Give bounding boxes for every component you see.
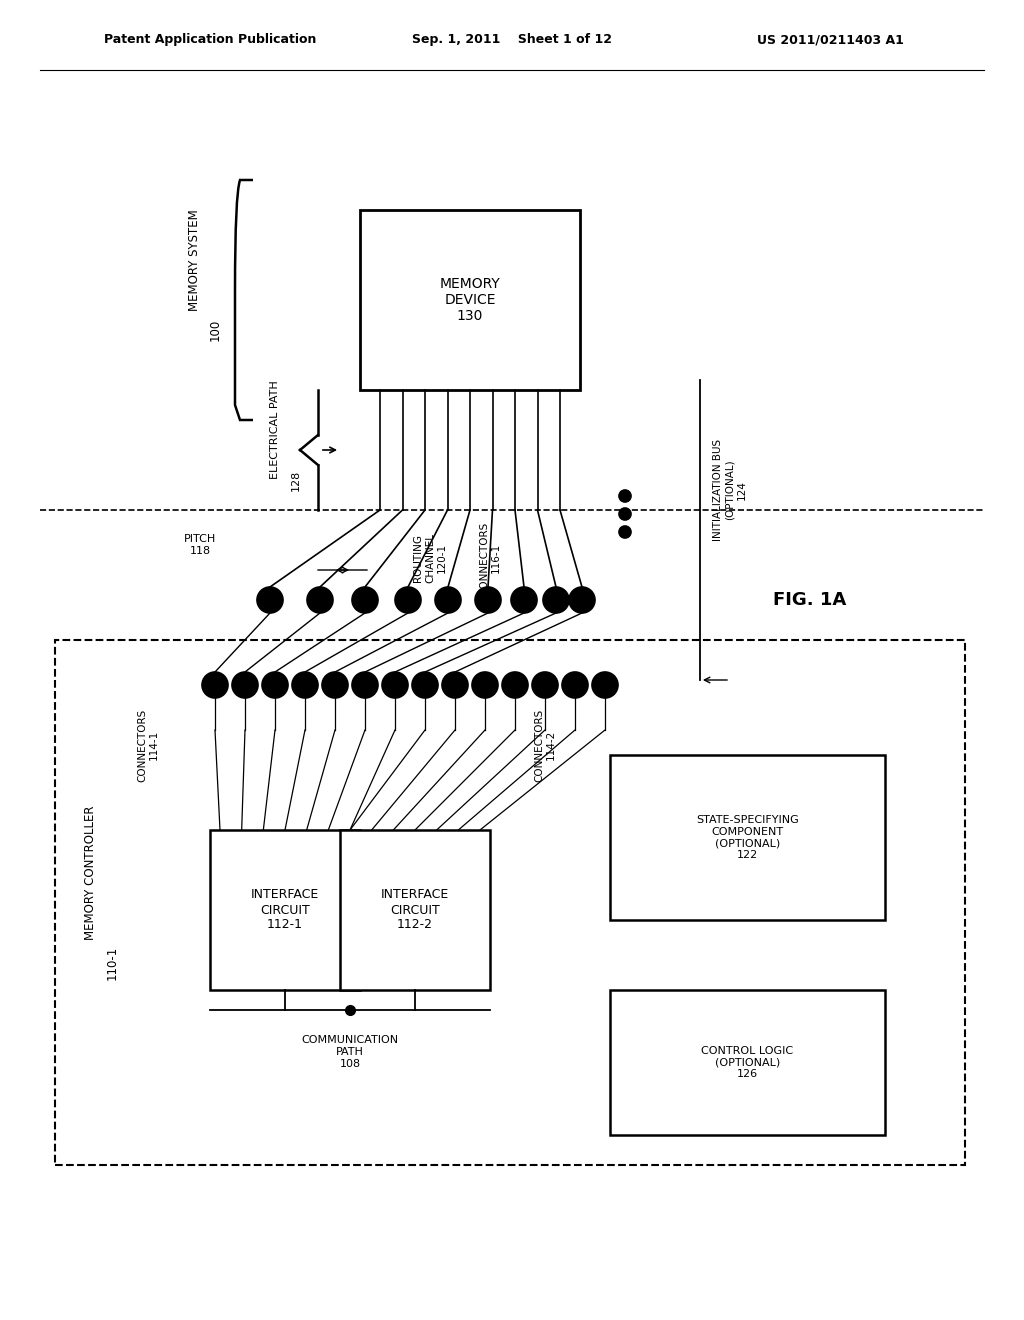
Circle shape — [442, 672, 468, 698]
Text: CONNECTORS
114-2: CONNECTORS 114-2 — [535, 709, 556, 781]
Text: MEMORY SYSTEM: MEMORY SYSTEM — [188, 209, 202, 312]
Circle shape — [412, 672, 438, 698]
Circle shape — [257, 587, 283, 612]
Circle shape — [352, 587, 378, 612]
Text: MEMORY CONTROLLER: MEMORY CONTROLLER — [84, 805, 96, 940]
Circle shape — [569, 587, 595, 612]
Text: CONTROL LOGIC
(OPTIONAL)
126: CONTROL LOGIC (OPTIONAL) 126 — [701, 1045, 794, 1080]
Text: ELECTRICAL PATH: ELECTRICAL PATH — [270, 380, 280, 479]
Bar — [610, 990, 885, 1135]
Text: Patent Application Publication: Patent Application Publication — [103, 33, 316, 46]
Circle shape — [562, 672, 588, 698]
Bar — [210, 830, 360, 990]
Circle shape — [232, 672, 258, 698]
Circle shape — [592, 672, 618, 698]
Circle shape — [511, 587, 537, 612]
Circle shape — [618, 508, 631, 520]
Text: INTERFACE
CIRCUIT
112-2: INTERFACE CIRCUIT 112-2 — [381, 888, 450, 932]
Text: 100: 100 — [209, 319, 221, 341]
Bar — [340, 830, 490, 990]
Circle shape — [322, 672, 348, 698]
Circle shape — [352, 672, 378, 698]
Text: COMMUNICATION
PATH
108: COMMUNICATION PATH 108 — [301, 1035, 398, 1069]
Circle shape — [307, 587, 333, 612]
Circle shape — [475, 587, 501, 612]
Text: MEMORY
DEVICE
130: MEMORY DEVICE 130 — [439, 277, 501, 323]
Text: ROUTING
CHANNEL
120-1: ROUTING CHANNEL 120-1 — [414, 533, 446, 583]
Circle shape — [262, 672, 288, 698]
Circle shape — [382, 672, 408, 698]
Text: FIG. 1A: FIG. 1A — [773, 591, 847, 609]
Text: Sep. 1, 2011    Sheet 1 of 12: Sep. 1, 2011 Sheet 1 of 12 — [412, 33, 612, 46]
Text: 110-1: 110-1 — [105, 945, 119, 979]
Circle shape — [292, 672, 318, 698]
Text: 128: 128 — [291, 470, 301, 491]
Circle shape — [618, 490, 631, 502]
Circle shape — [202, 672, 228, 698]
Bar — [55, 640, 965, 1166]
Text: CONNECTORS
114-1: CONNECTORS 114-1 — [137, 709, 159, 781]
Text: INITIALIZATION BUS
(OPTIONAL)
124: INITIALIZATION BUS (OPTIONAL) 124 — [714, 440, 746, 541]
Text: CONNECTORS
116-1: CONNECTORS 116-1 — [479, 521, 501, 594]
Circle shape — [472, 672, 498, 698]
Circle shape — [502, 672, 528, 698]
Text: INTERFACE
CIRCUIT
112-1: INTERFACE CIRCUIT 112-1 — [251, 888, 319, 932]
Bar — [610, 755, 885, 920]
Circle shape — [435, 587, 461, 612]
Text: US 2011/0211403 A1: US 2011/0211403 A1 — [757, 33, 903, 46]
Circle shape — [532, 672, 558, 698]
Text: PITCH
118: PITCH 118 — [184, 535, 216, 556]
Circle shape — [618, 525, 631, 539]
Bar — [360, 210, 580, 389]
Circle shape — [395, 587, 421, 612]
Circle shape — [543, 587, 569, 612]
Text: STATE-SPECIFYING
COMPONENT
(OPTIONAL)
122: STATE-SPECIFYING COMPONENT (OPTIONAL) 12… — [696, 814, 799, 859]
